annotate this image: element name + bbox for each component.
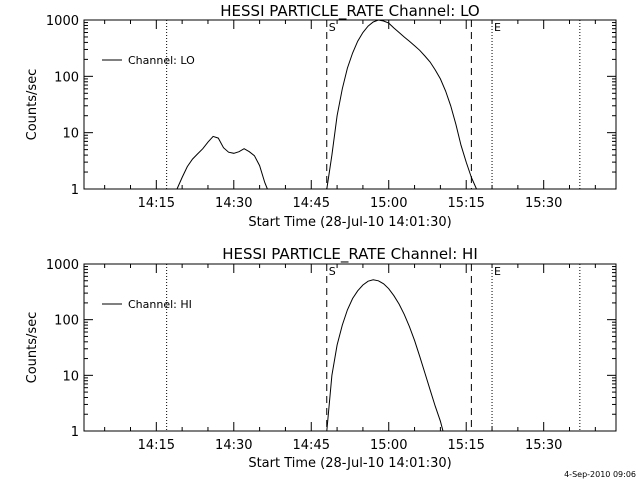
chart-1-legend-label: Channel: LO xyxy=(128,54,195,67)
chart-1-x-tick-label: 15:15 xyxy=(447,196,484,211)
chart-1-y-tick-label: 1000 xyxy=(46,14,79,29)
chart-2-x-tick-label: 15:30 xyxy=(525,438,562,453)
chart-2-marker-label-e: E xyxy=(494,265,501,278)
chart-1-marker-label-e: E xyxy=(494,21,501,34)
chart-2-y-tick-label: 1000 xyxy=(46,258,79,273)
chart-1-series-line-segment-2 xyxy=(326,19,477,190)
chart-2-plot-frame xyxy=(83,263,617,432)
footer-timestamp: 4-Sep-2010 09:06 xyxy=(564,470,636,479)
chart-2-marker-label-s: S xyxy=(329,265,336,278)
chart-2-x-tick-label: 14:30 xyxy=(215,438,252,453)
chart-1-y-tick-label: 100 xyxy=(54,70,79,85)
chart-1-y-tick-label: 1 xyxy=(71,183,79,198)
chart-2-title: HESSI PARTICLE_RATE Channel: HI xyxy=(222,245,478,264)
chart-2-legend-label: Channel: HI xyxy=(128,298,192,311)
chart-2-x-tick-label: 14:45 xyxy=(293,438,330,453)
chart-1-x-tick-label: 15:30 xyxy=(525,196,562,211)
chart-1-title: HESSI PARTICLE_RATE Channel: LO xyxy=(220,2,479,21)
chart-1-x-tick-label: 14:30 xyxy=(215,196,252,211)
chart-1-x-tick-label: 15:00 xyxy=(370,196,407,211)
chart-1-x-tick-label: 14:15 xyxy=(138,196,175,211)
chart-1-series-line-segment-1 xyxy=(176,135,268,190)
chart-2-x-axis-label: Start Time (28-Jul-10 14:01:30) xyxy=(248,456,451,471)
chart-2-x-tick-label: 14:15 xyxy=(138,438,175,453)
chart-1-plot-frame xyxy=(83,19,617,190)
chart-2-y-axis-label: Counts/sec xyxy=(25,312,40,384)
chart-2-y-tick-label: 1 xyxy=(71,425,79,440)
chart-2-x-tick-label: 15:15 xyxy=(447,438,484,453)
chart-2-x-tick-label: 15:00 xyxy=(370,438,407,453)
chart-1-x-tick-label: 14:45 xyxy=(293,196,330,211)
chart-2-series-line-segment-1 xyxy=(326,279,444,432)
chart-2-y-tick-label: 100 xyxy=(54,314,79,329)
chart-2-y-tick-label: 10 xyxy=(62,369,79,384)
chart-1-y-axis-label: Counts/sec xyxy=(25,69,40,141)
chart-1-y-tick-label: 10 xyxy=(62,127,79,142)
chart-1-x-axis-label: Start Time (28-Jul-10 14:01:30) xyxy=(248,215,451,230)
chart-1-marker-label-s: S xyxy=(329,21,336,34)
